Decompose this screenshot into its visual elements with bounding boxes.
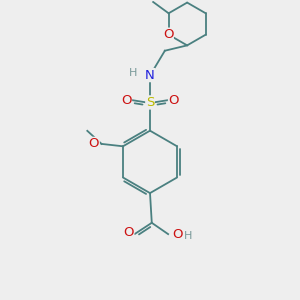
Text: H: H <box>129 68 137 78</box>
Text: O: O <box>169 94 179 106</box>
Text: O: O <box>172 228 183 241</box>
Text: O: O <box>89 137 99 150</box>
Text: O: O <box>123 226 134 239</box>
Text: H: H <box>184 232 192 242</box>
Text: O: O <box>121 94 131 106</box>
Text: N: N <box>145 69 155 82</box>
Text: O: O <box>163 28 173 41</box>
Text: S: S <box>146 96 154 109</box>
